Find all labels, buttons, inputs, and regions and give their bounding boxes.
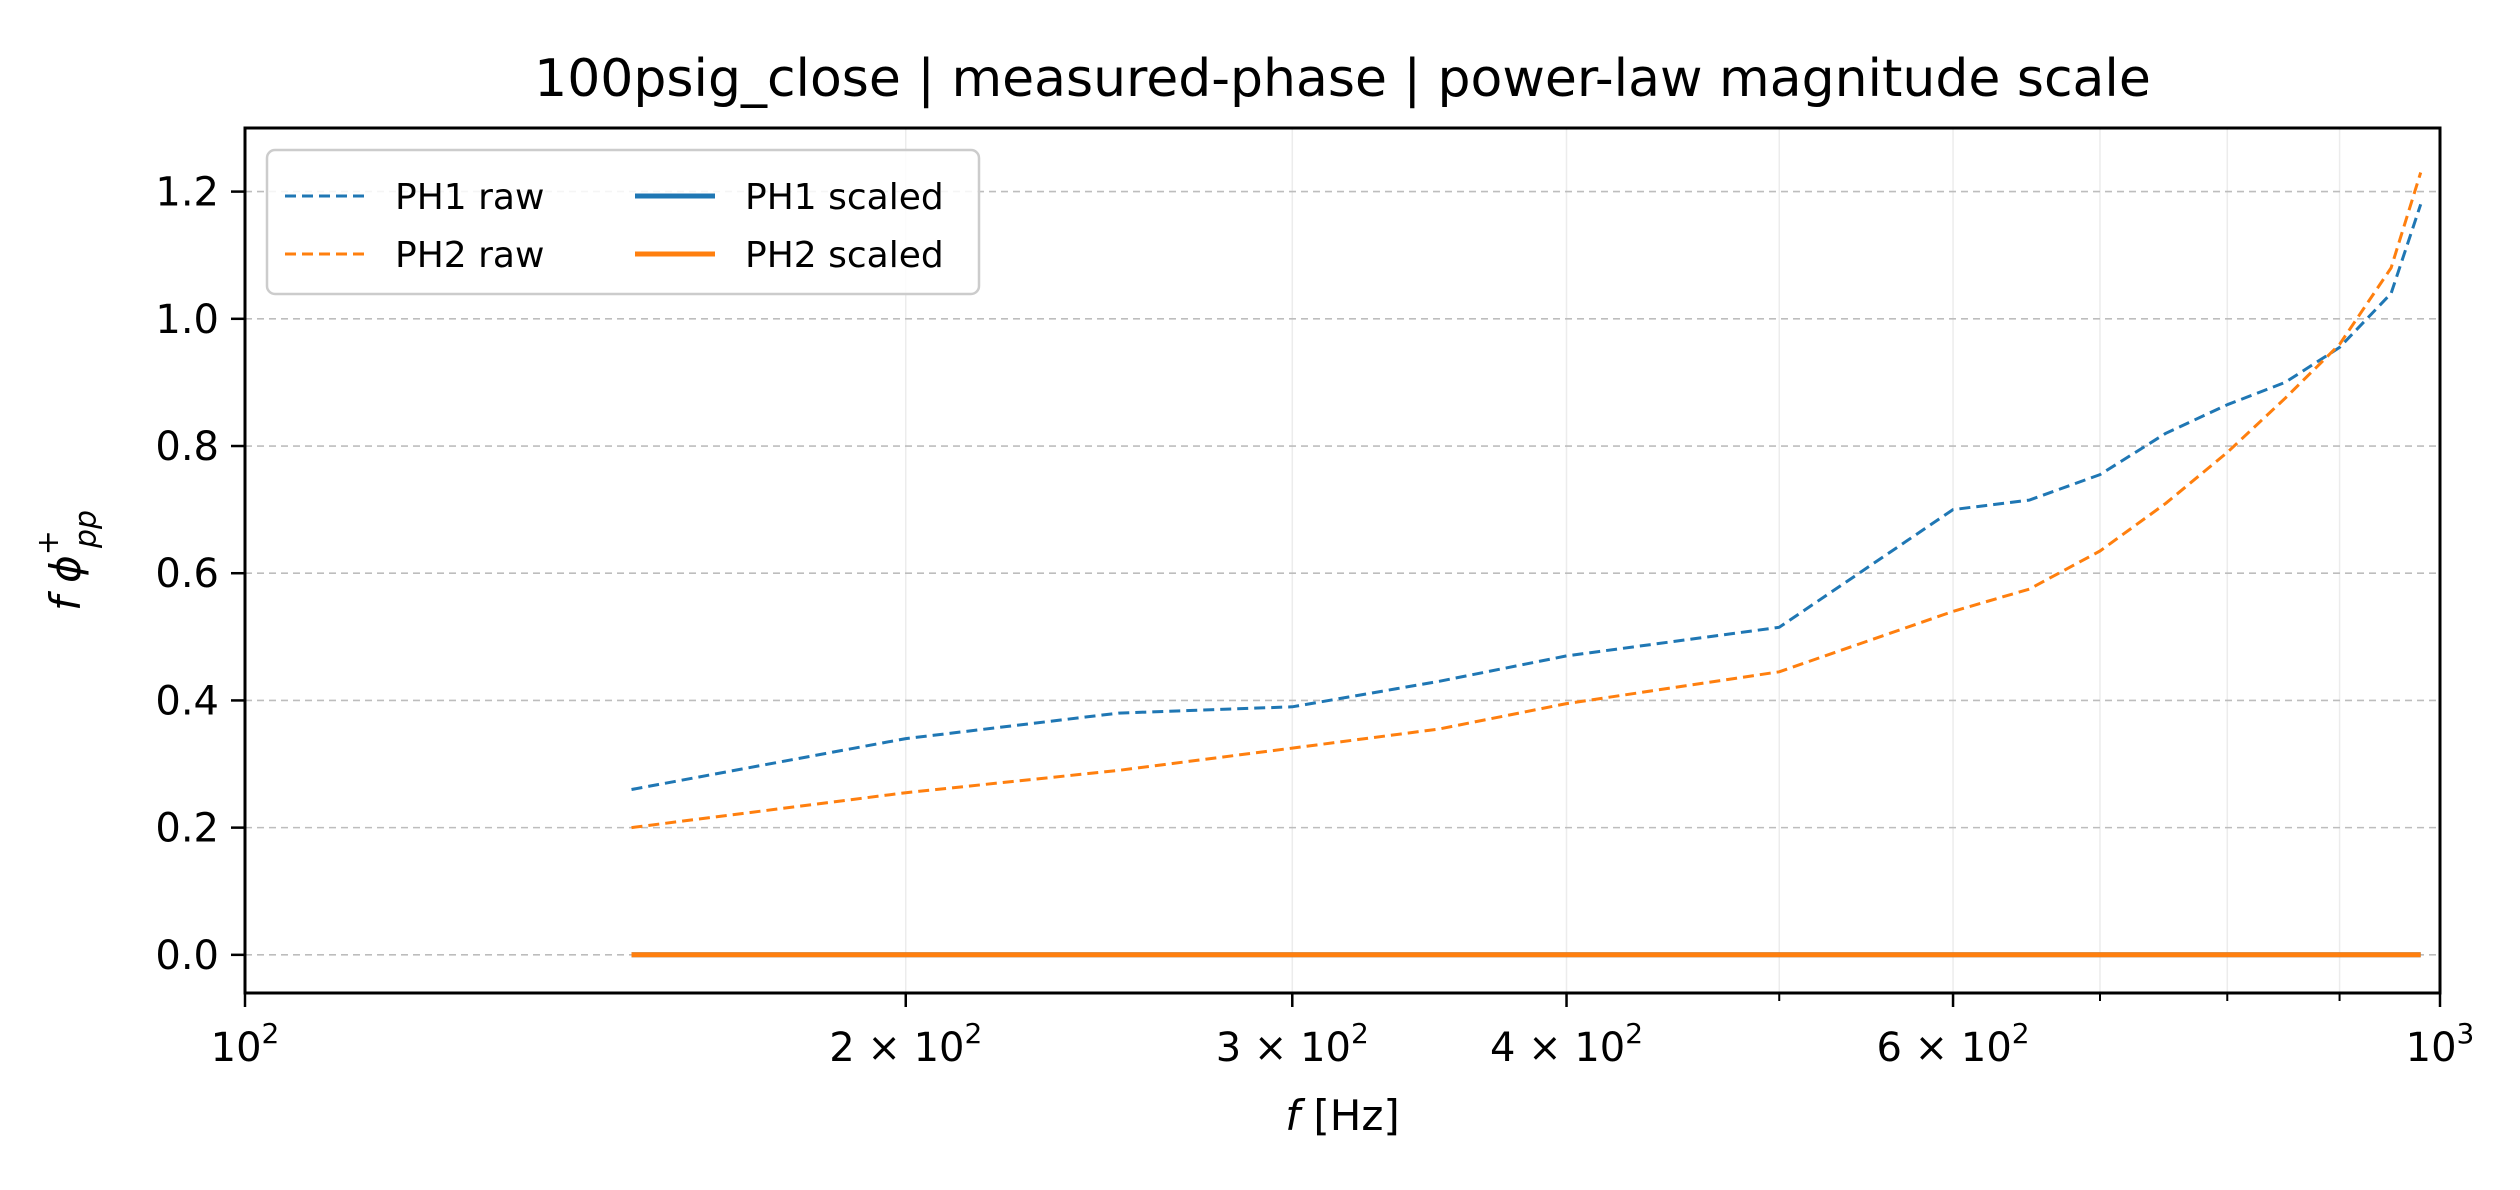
y-tick-label: 0.6	[155, 551, 219, 597]
legend-label: PH1 raw	[395, 177, 544, 218]
series-line-ph2-raw	[631, 172, 2423, 830]
chart-title: 100psig_close | measured-phase | power-l…	[534, 49, 2151, 109]
y-tick-label: 0.8	[155, 424, 219, 470]
legend-box	[265, 148, 981, 296]
legend-label: PH2 scaled	[745, 235, 944, 276]
x-tick-label: 2 × 102	[829, 1017, 982, 1071]
y-tick-label: 0.0	[155, 933, 219, 979]
legend-label: PH1 scaled	[745, 177, 944, 218]
x-tick-label: 6 × 102	[1876, 1017, 2029, 1071]
legend: PH1 raw PH2 raw PH1 scaled PH2 scaled	[265, 148, 981, 296]
x-axis-label: f [Hz]	[1285, 1091, 1400, 1140]
series-group	[631, 172, 2423, 958]
y-axis-label: f ϕ+ pp	[31, 510, 104, 611]
y-tick-label: 0.4	[155, 678, 219, 724]
x-tick-label: 103	[2406, 1017, 2475, 1071]
plot-frame	[243, 126, 2442, 995]
legend-label: PH2 raw	[395, 235, 544, 276]
y-tick-label: 0.2	[155, 806, 219, 852]
axis-ticks: 102 2 × 102 3 × 102 4 × 102 6 × 102 103 0.0 0.2…	[155, 170, 2474, 1071]
x-tick-label: 102	[211, 1017, 280, 1071]
y-tick-label: 1.2	[155, 170, 219, 216]
y-tick-label: 1.0	[155, 297, 219, 343]
x-tick-label: 3 × 102	[1216, 1017, 1369, 1071]
x-tick-label: 4 × 102	[1490, 1017, 1643, 1071]
series-line-ph1-raw	[631, 203, 2423, 791]
